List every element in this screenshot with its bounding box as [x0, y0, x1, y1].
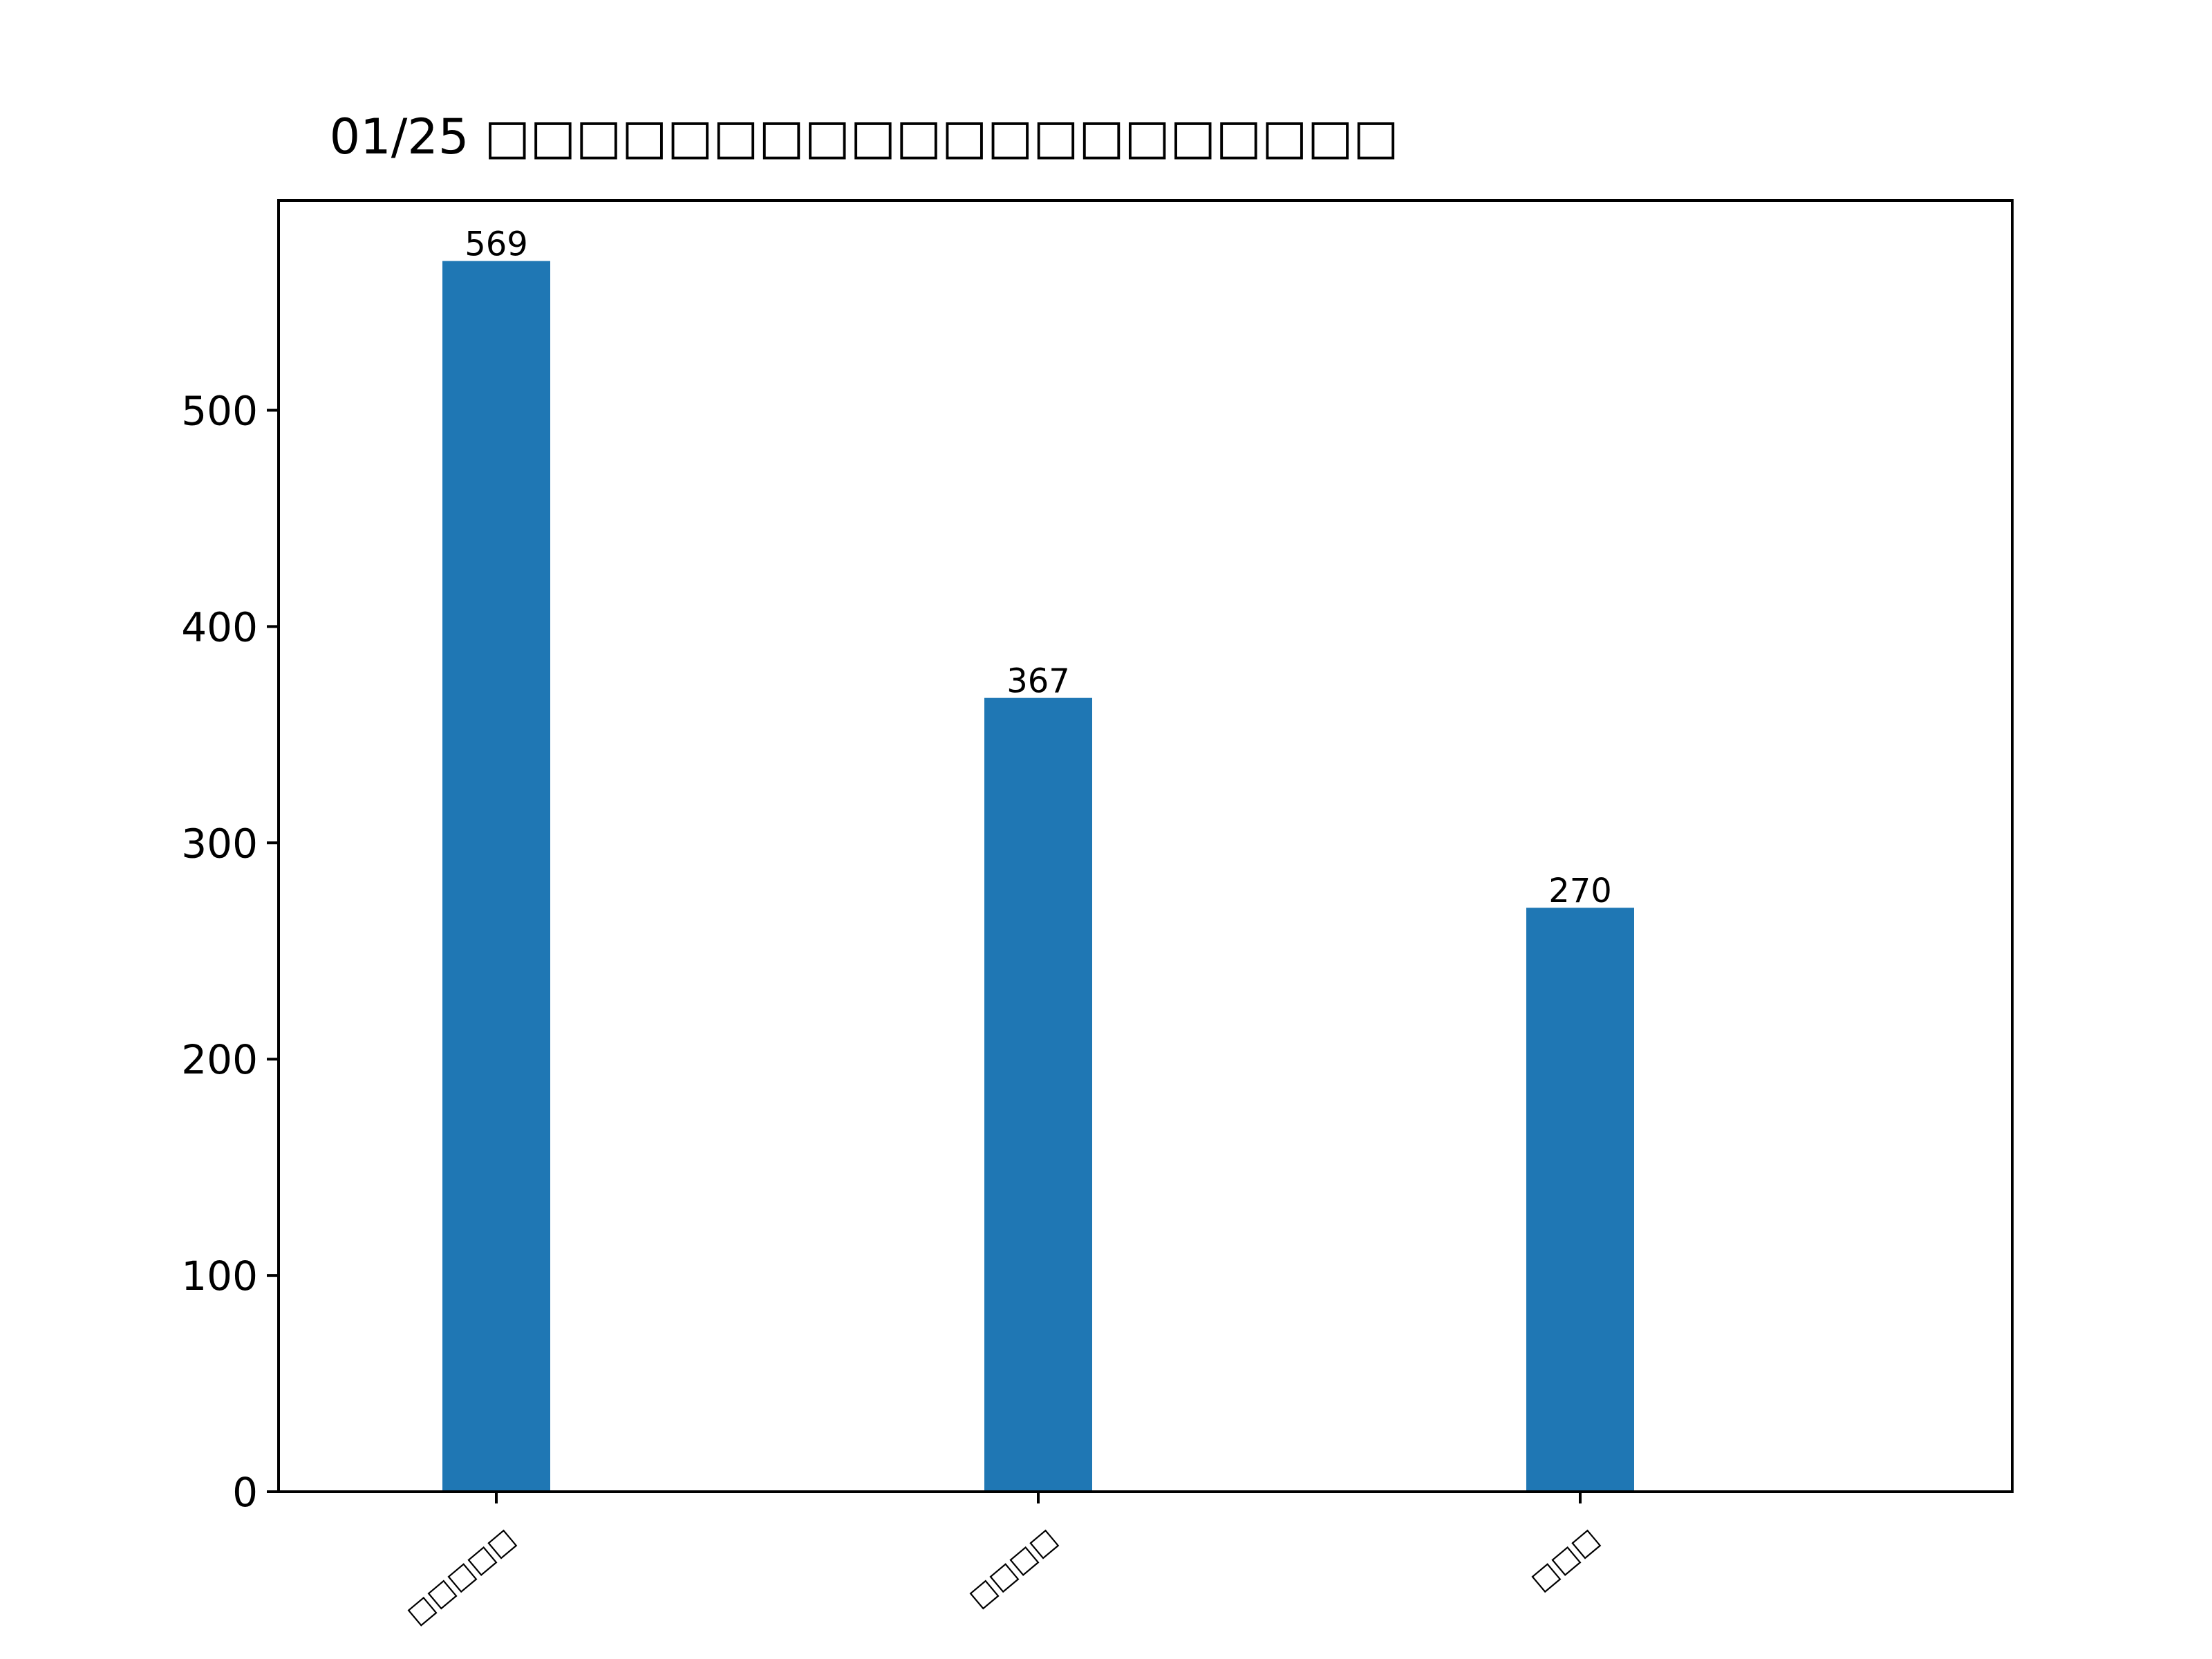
bar: [984, 697, 1092, 1492]
y-tick-label: 200: [181, 1036, 258, 1083]
bar-value-label: 270: [1548, 872, 1612, 910]
bar: [442, 261, 550, 1492]
y-tick-label: 400: [181, 603, 258, 650]
bar-value-label: 367: [1006, 662, 1070, 701]
y-tick-label: 500: [181, 388, 258, 435]
bar-value-label: 569: [465, 225, 528, 264]
y-tick-label: 100: [181, 1253, 258, 1300]
y-tick-label: 0: [232, 1469, 258, 1516]
axes-frame: [277, 199, 2014, 1493]
chart-title: 01/25 □□□□□□□□□□□□□□□□□□□□: [330, 109, 1399, 165]
bar: [1526, 908, 1634, 1492]
y-tick-label: 300: [181, 820, 258, 867]
